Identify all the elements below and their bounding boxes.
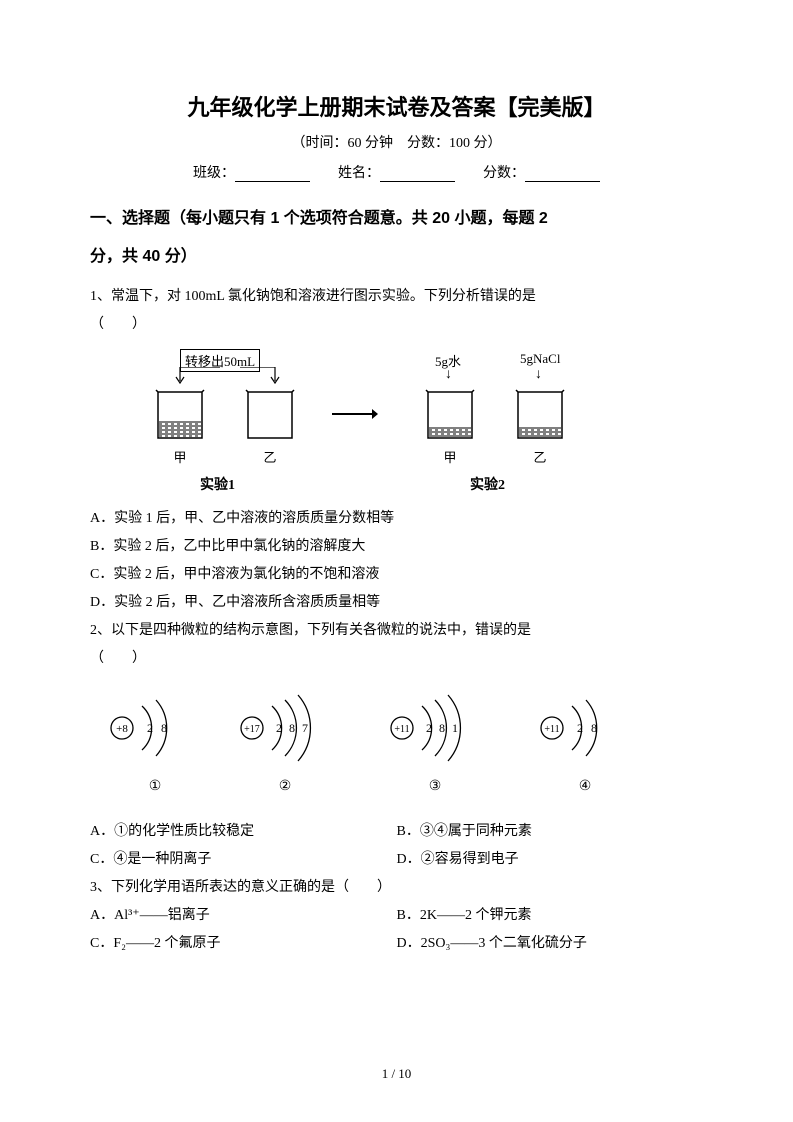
q1-text: 1、常温下，对 100mL 氯化钠饱和溶液进行图示实验。下列分析错误的是 bbox=[90, 283, 703, 311]
atom-num: ④ bbox=[530, 778, 640, 795]
score-field-label: 分数： bbox=[483, 166, 525, 181]
atom-1: +8 2 8 ① bbox=[100, 688, 210, 768]
exp1-label: 实验1 bbox=[200, 474, 235, 494]
svg-text:2: 2 bbox=[276, 721, 282, 735]
svg-text:8: 8 bbox=[161, 721, 167, 735]
svg-text:+8: +8 bbox=[116, 723, 128, 735]
q3-optC: C．F₂——2 个氟原子 bbox=[90, 930, 397, 958]
beaker-label: 甲 bbox=[420, 447, 480, 466]
q1-optB: B．实验 2 后，乙中比甲中氯化钠的溶解度大 bbox=[90, 533, 703, 561]
svg-text:+11: +11 bbox=[394, 724, 409, 735]
atom-num: ③ bbox=[380, 778, 490, 795]
down-arrow-icon: ↓ bbox=[535, 367, 542, 383]
q1-optD: D．实验 2 后，甲、乙中溶液所含溶质质量相等 bbox=[90, 589, 703, 617]
q3-optD: D．2SO₃——3 个二氧化硫分子 bbox=[397, 930, 704, 958]
svg-text:2: 2 bbox=[147, 721, 153, 735]
svg-text:+11: +11 bbox=[544, 724, 559, 735]
svg-text:1: 1 bbox=[452, 721, 458, 735]
q1-diagram: 转移出50mL 5g水 5gNaCl ↓ ↓ 甲 乙 甲 乙 实验1 实验2 bbox=[130, 349, 703, 499]
beaker-label: 乙 bbox=[240, 447, 300, 466]
right-arrow-icon bbox=[330, 404, 380, 430]
q1-paren: （ ） bbox=[90, 311, 703, 339]
q2-optC: C．④是一种阴离子 bbox=[90, 846, 397, 874]
atom-3: +11 2 8 1 ③ bbox=[380, 688, 490, 768]
svg-text:+17: +17 bbox=[244, 724, 260, 735]
q1-options: A．实验 1 后，甲、乙中溶液的溶质质量分数相等 B．实验 2 后，乙中比甲中氯… bbox=[90, 505, 703, 617]
down-arrow-icon: ↓ bbox=[445, 367, 452, 383]
q3-options: A．Al³⁺——铝离子 B．2K——2 个钾元素 C．F₂——2 个氟原子 D．… bbox=[90, 902, 703, 958]
section-heading: 一、选择题（每小题只有 1 个选项符合题意。共 20 小题，每题 2 分，共 4… bbox=[90, 200, 703, 277]
svg-text:2: 2 bbox=[426, 721, 432, 735]
q1-optA: A．实验 1 后，甲、乙中溶液的溶质质量分数相等 bbox=[90, 505, 703, 533]
q2-paren: （ ） bbox=[90, 645, 703, 673]
atom-4: +11 2 8 ④ bbox=[530, 688, 640, 768]
section-line1: 一、选择题（每小题只有 1 个选项符合题意。共 20 小题，每题 2 bbox=[90, 210, 548, 227]
beaker-jia-2 bbox=[420, 384, 480, 444]
q2-optB: B．③④属于同种元素 bbox=[397, 818, 704, 846]
q2-options: A．①的化学性质比较稳定 B．③④属于同种元素 C．④是一种阴离子 D．②容易得… bbox=[90, 818, 703, 874]
atom-num: ② bbox=[230, 778, 340, 795]
q3-optB: B．2K——2 个钾元素 bbox=[397, 902, 704, 930]
score-label: 分数：100 分） bbox=[407, 136, 502, 151]
beaker-label: 乙 bbox=[510, 447, 570, 466]
q1-optC: C．实验 2 后，甲中溶液为氯化钠的不饱和溶液 bbox=[90, 561, 703, 589]
svg-text:7: 7 bbox=[302, 721, 308, 735]
svg-text:8: 8 bbox=[289, 721, 295, 735]
q2-diagram: +8 2 8 ① +17 2 8 7 ② +11 2 8 1 bbox=[100, 688, 703, 808]
class-blank bbox=[235, 168, 310, 182]
subtitle: （时间：60 分钟 分数：100 分） bbox=[90, 132, 703, 152]
exp2-label: 实验2 bbox=[470, 474, 505, 494]
q2-optD: D．②容易得到电子 bbox=[397, 846, 704, 874]
beaker-label: 甲 bbox=[150, 447, 210, 466]
q3-optA: A．Al³⁺——铝离子 bbox=[90, 902, 397, 930]
page-footer: 1 / 10 bbox=[0, 1066, 793, 1082]
beaker-jia-1 bbox=[150, 384, 210, 444]
beaker-yi-2 bbox=[510, 384, 570, 444]
score-blank bbox=[525, 168, 600, 182]
q2-optA: A．①的化学性质比较稳定 bbox=[90, 818, 397, 846]
atom-num: ① bbox=[100, 778, 210, 795]
name-blank bbox=[380, 168, 455, 182]
class-label: 班级： bbox=[193, 166, 235, 181]
page-title: 九年级化学上册期末试卷及答案【完美版】 bbox=[90, 90, 703, 122]
svg-text:8: 8 bbox=[591, 721, 597, 735]
time-label: （时间：60 分钟 bbox=[292, 136, 394, 151]
beaker-yi-1 bbox=[240, 384, 300, 444]
q3-text: 3、下列化学用语所表达的意义正确的是（ ） bbox=[90, 874, 703, 902]
svg-text:2: 2 bbox=[577, 721, 583, 735]
section-line2: 分，共 40 分） bbox=[90, 248, 197, 265]
atom-2: +17 2 8 7 ② bbox=[230, 688, 340, 768]
info-line: 班级： 姓名： 分数： bbox=[90, 162, 703, 182]
nacl-label: 5gNaCl bbox=[520, 351, 560, 367]
q2-text: 2、以下是四种微粒的结构示意图，下列有关各微粒的说法中，错误的是 bbox=[90, 617, 703, 645]
svg-text:8: 8 bbox=[439, 721, 445, 735]
name-label: 姓名： bbox=[338, 166, 380, 181]
